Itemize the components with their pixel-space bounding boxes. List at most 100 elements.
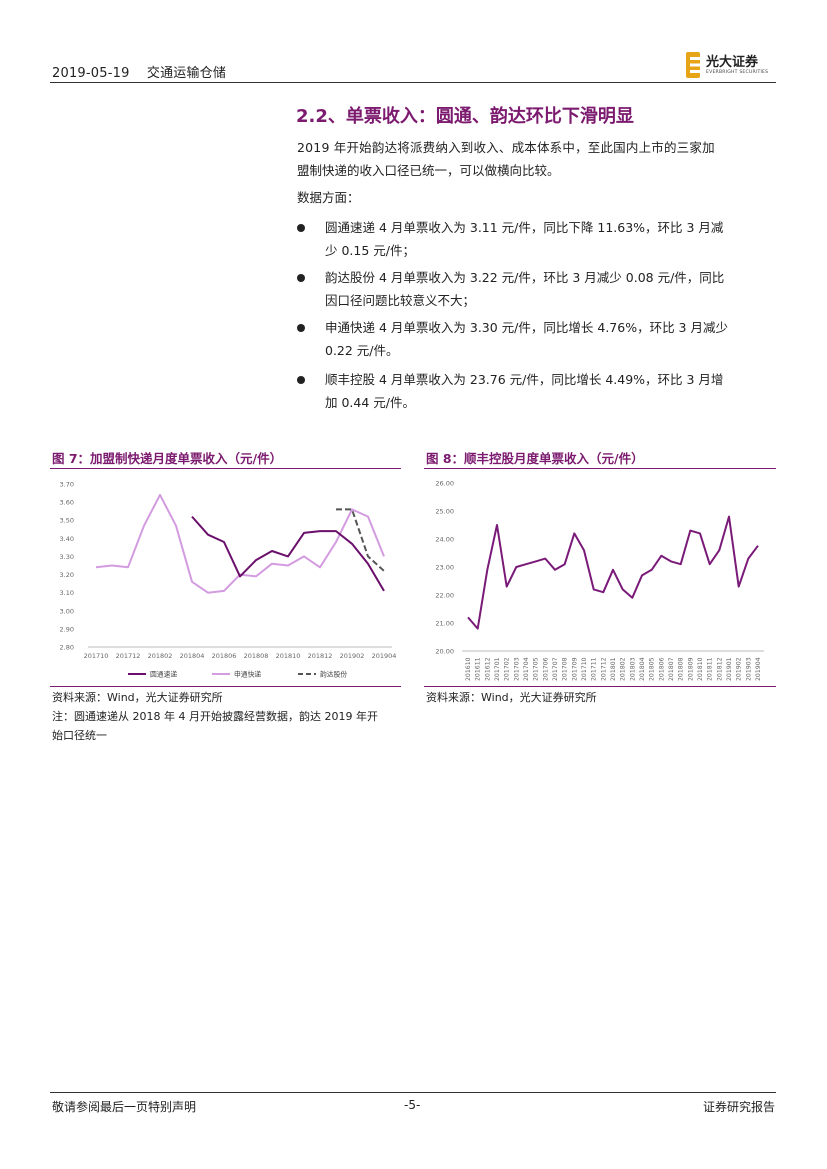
x-tick-label: 201902 <box>340 652 365 660</box>
x-tick-label: 201701 <box>494 657 501 681</box>
x-tick-label: 201711 <box>591 657 598 681</box>
intro-paragraph: 2019 年开始韵达将派费纳入到收入、成本体系中，至此国内上市的三家加 盟制快递… <box>297 136 777 182</box>
fig7-note-line: 注：圆通速递从 2018 年 4 月开始披露经营数据，韵达 2019 年开 <box>52 710 378 723</box>
bullet-line: 韵达股份 4 月单票收入为 3.22 元/件，环比 3 月减少 0.08 元/件… <box>325 270 725 285</box>
y-tick-label: 26.00 <box>435 480 454 488</box>
legend-label: 圆通速递 <box>150 670 177 679</box>
x-tick-label: 201705 <box>533 657 540 681</box>
header-rule <box>50 82 776 83</box>
x-tick-label: 201802 <box>148 652 173 660</box>
y-tick-label: 3.50 <box>60 517 74 525</box>
x-tick-label: 201710 <box>581 657 588 681</box>
fig7-note: 注：圆通速递从 2018 年 4 月开始披露经营数据，韵达 2019 年开 始口… <box>52 707 402 745</box>
x-tick-label: 201610 <box>465 657 472 681</box>
x-tick-label: 201703 <box>513 657 520 681</box>
fig8-bottom-rule <box>424 686 776 687</box>
x-tick-label: 201807 <box>668 657 675 681</box>
y-tick-label: 25.00 <box>435 508 454 516</box>
x-tick-label: 201806 <box>658 657 665 681</box>
x-tick-label: 201709 <box>571 657 578 681</box>
x-tick-label: 201802 <box>620 657 627 681</box>
bullet-line: 申通快递 4 月单票收入为 3.30 元/件，同比增长 4.76%，环比 3 月… <box>325 320 728 335</box>
x-tick-label: 201904 <box>755 657 762 681</box>
x-tick-label: 201902 <box>736 657 743 681</box>
x-tick-label: 201812 <box>308 652 333 660</box>
logo-text-cn: 光大证券 <box>706 55 759 70</box>
y-tick-label: 3.10 <box>60 589 74 597</box>
fig8-chart: 20.00 21.00 22.00 23.00 24.00 25.00 26.00 20161… <box>435 480 764 681</box>
fig8-title-rule <box>424 468 776 469</box>
x-tick-label: 201612 <box>484 657 491 681</box>
x-tick-label: 201708 <box>562 657 569 681</box>
x-tick-label: 201803 <box>629 657 636 681</box>
report-date: 2019-05-19 <box>52 66 130 81</box>
fig7-note-line: 始口径统一 <box>52 729 107 742</box>
y-tick-label: 3.30 <box>60 553 74 561</box>
bullet-dot <box>297 224 305 232</box>
fig7-title: 图 7：加盟制快递月度单票收入（元/件） <box>52 451 283 466</box>
y-tick-label: 3.60 <box>60 499 74 507</box>
intro-line-1: 2019 年开始韵达将派费纳入到收入、成本体系中，至此国内上市的三家加 <box>297 140 715 155</box>
x-tick-label: 201707 <box>552 657 559 681</box>
bullet-line: 加 0.44 元/件。 <box>325 395 415 410</box>
footer-rule <box>50 1092 776 1093</box>
x-tick-label: 201801 <box>610 657 617 681</box>
x-tick-label: 201903 <box>745 657 752 681</box>
bullet-dot <box>297 274 305 282</box>
y-tick-label: 20.00 <box>435 648 454 656</box>
y-tick-label: 2.90 <box>60 625 74 633</box>
fig7-title-rule <box>50 468 401 469</box>
bullet-line: 0.22 元/件。 <box>325 343 399 358</box>
y-tick-label: 3.20 <box>60 571 74 579</box>
logo-mark-icon <box>686 52 700 78</box>
logo-text-en: EVERBRIGHT SECURITIES <box>706 70 769 75</box>
bullet-line: 因口径问题比较意义不大； <box>325 293 476 308</box>
series-line <box>467 515 759 630</box>
bullet-dot <box>297 376 305 384</box>
everbright-logo: 光大证券 EVERBRIGHT SECURITIES <box>686 52 778 80</box>
y-tick-label: 24.00 <box>435 536 454 544</box>
y-tick-label: 22.00 <box>435 592 454 600</box>
y-tick-label: 23.00 <box>435 564 454 572</box>
bullet-line: 少 0.15 元/件； <box>325 243 415 258</box>
fig7-bottom-rule <box>50 686 401 687</box>
x-tick-label: 201712 <box>116 652 141 660</box>
bullet-dot <box>297 324 305 332</box>
y-tick-label: 21.00 <box>435 620 454 628</box>
x-tick-label: 201704 <box>523 657 530 681</box>
y-tick-label: 3.00 <box>60 607 74 615</box>
y-tick-label: 3.70 <box>60 481 74 489</box>
footer-page-number: -5- <box>404 1098 421 1112</box>
x-tick-label: 201806 <box>212 652 237 660</box>
intro-line-2: 盟制快递的收入口径已统一，可以做横向比较。 <box>297 163 560 178</box>
bullet-line: 顺丰控股 4 月单票收入为 23.76 元/件，同比增长 4.49%，环比 3 … <box>325 372 724 387</box>
x-tick-label: 201810 <box>697 657 704 681</box>
x-tick-label: 201810 <box>276 652 301 660</box>
legend-label: 韵达股份 <box>320 670 347 679</box>
x-tick-label: 201808 <box>678 657 685 681</box>
x-tick-label: 201812 <box>716 657 723 681</box>
x-tick-label: 201611 <box>475 657 482 681</box>
report-category: 交通运输仓储 <box>146 66 227 81</box>
x-tick-label: 201805 <box>649 657 656 681</box>
y-tick-label: 2.80 <box>60 644 74 652</box>
footer-disclaimer: 敬请参阅最后一页特别声明 <box>52 1100 197 1114</box>
fig7-source: 资料来源：Wind，光大证券研究所 <box>52 691 223 704</box>
fig7-chart: 2.80 2.90 3.00 3.10 3.20 3.30 3.40 3.50 3.60 3.70… <box>60 481 397 679</box>
y-tick-label: 3.40 <box>60 535 74 543</box>
footer-report-type: 证券研究报告 <box>703 1100 776 1114</box>
x-tick-label: 201702 <box>504 657 511 681</box>
x-tick-label: 201804 <box>180 652 205 660</box>
bullet-line: 圆通速递 4 月单票收入为 3.11 元/件，同比下降 11.63%，环比 3 … <box>325 220 724 235</box>
x-tick-label: 201809 <box>687 657 694 681</box>
fig8-source: 资料来源：Wind，光大证券研究所 <box>426 691 597 704</box>
section-title: 2.2、单票收入：圆通、韵达环比下滑明显 <box>296 106 634 127</box>
fig8-title: 图 8：顺丰控股月度单票收入（元/件） <box>426 451 644 466</box>
x-tick-label: 201706 <box>542 657 549 681</box>
x-tick-label: 201901 <box>726 657 733 681</box>
data-intro: 数据方面： <box>297 190 360 205</box>
x-tick-label: 201804 <box>639 657 646 681</box>
x-tick-label: 201904 <box>372 652 397 660</box>
legend-label: 申通快递 <box>234 670 261 679</box>
x-tick-label: 201710 <box>84 652 109 660</box>
